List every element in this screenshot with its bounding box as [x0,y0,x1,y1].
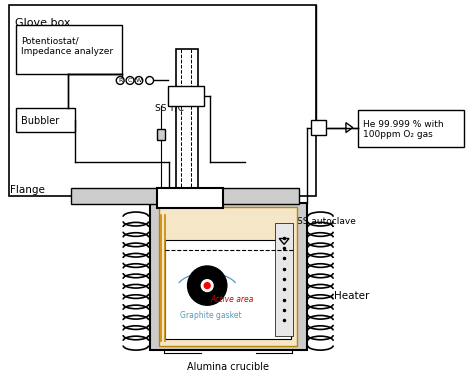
Text: He 99.999 % with
100ppm O₂ gas: He 99.999 % with 100ppm O₂ gas [363,120,443,139]
FancyBboxPatch shape [157,188,223,208]
FancyBboxPatch shape [149,203,307,350]
Circle shape [204,283,210,289]
FancyBboxPatch shape [358,110,464,147]
Text: Bubbler: Bubbler [21,116,59,126]
Text: R: R [118,78,123,83]
FancyBboxPatch shape [168,87,203,106]
Text: Heater: Heater [334,291,369,301]
FancyBboxPatch shape [159,207,297,347]
Text: C: C [128,78,132,83]
Text: Potentiostat/
Impedance analyzer: Potentiostat/ Impedance analyzer [21,36,113,56]
Circle shape [201,280,213,291]
Text: Flange: Flange [10,185,45,194]
FancyBboxPatch shape [16,25,122,73]
Text: SS autoclave: SS autoclave [297,217,356,226]
Circle shape [188,266,227,305]
Text: Na: Na [279,233,293,242]
FancyBboxPatch shape [16,108,75,132]
Text: Active area: Active area [210,295,254,304]
FancyBboxPatch shape [9,5,316,196]
FancyBboxPatch shape [220,188,299,204]
Text: Graphite gasket: Graphite gasket [180,311,241,320]
FancyBboxPatch shape [176,49,198,191]
Text: SS T/C: SS T/C [155,103,184,112]
Text: W: W [136,78,142,83]
Text: Alumina crucible: Alumina crucible [187,362,269,372]
FancyBboxPatch shape [158,129,166,140]
Text: Glove box: Glove box [15,18,70,28]
FancyBboxPatch shape [71,188,158,204]
FancyBboxPatch shape [311,120,326,135]
FancyBboxPatch shape [166,241,291,339]
FancyBboxPatch shape [275,223,293,336]
